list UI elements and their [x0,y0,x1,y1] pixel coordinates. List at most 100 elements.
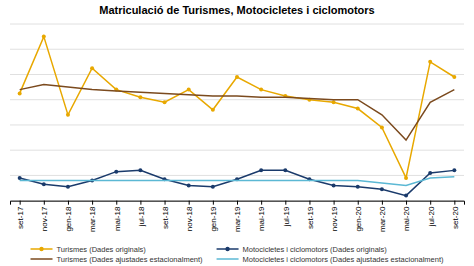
x-tick-mark [92,201,93,205]
x-tick-mark [237,201,238,205]
x-axis-line [11,201,465,205]
x-tick: set-18 [161,201,170,229]
x-tick-label: mai-19 [257,206,266,231]
x-tick: set-17 [16,201,25,229]
x-tick-label: gen-19 [209,206,218,231]
data-point [428,60,432,64]
x-tick-mark [68,201,69,205]
x-tick-label: gen-20 [354,206,363,231]
x-tick-mark [430,201,431,205]
x-tick-label: gen-18 [64,206,73,231]
x-tick-mark [44,201,45,205]
data-point [66,113,70,117]
legend-swatch [217,258,239,260]
data-point [211,185,215,189]
x-tick: gen-18 [64,201,73,232]
legend-marker [225,247,229,251]
x-tick-label: set-20 [451,206,460,229]
data-point [356,107,360,111]
data-point [356,185,360,189]
data-point [163,100,167,104]
legend-label: Turismes (Dades originals) [57,245,147,254]
legend-marker [39,247,43,251]
data-point [452,168,456,172]
legend-swatch [31,258,53,260]
data-point [138,168,142,172]
x-tick: jul-19 [282,201,291,228]
x-tick: mai-18 [113,201,122,231]
data-point [187,184,191,188]
x-tick: nov-17 [40,201,49,231]
legend-item: Motocicletes i ciclomotors (Dades origin… [217,245,388,254]
x-tick-label: mar-19 [233,206,242,232]
x-tick-mark [189,201,190,205]
grid-line [10,150,464,151]
x-tick-mark [140,201,141,205]
legend-label: Motocicletes i ciclomotors (Dades ajusta… [243,255,444,264]
series-group [18,35,457,198]
x-tick-label: jul-20 [426,206,435,227]
data-point [259,168,263,172]
title: Matriculació de Turismes, Motocicletes i… [99,4,374,16]
series-line [20,177,455,186]
legend-item: Turismes (Dades originals) [31,245,147,254]
x-tick-label: set-17 [16,206,25,229]
data-point [235,75,239,79]
x-tick-label: set-19 [306,206,315,229]
data-point [90,66,94,70]
x-tick: nov-19 [330,201,339,231]
grid-line [10,24,464,25]
grid-line [10,99,464,100]
x-tick-mark [358,201,359,205]
data-point [18,176,22,180]
x-tick-label: mai-18 [113,206,122,231]
grid-line [10,124,464,125]
x-tick: mai-20 [402,201,411,231]
x-tick-mark [165,201,166,205]
x-tick-label: nov-18 [185,206,194,231]
data-point [114,170,118,174]
series-markers [18,168,457,197]
x-tick: mar-19 [233,201,242,232]
legend-label: Turismes (Dades ajustades estacionalment… [57,255,204,264]
x-tick: mai-19 [257,201,266,231]
x-tick-label: nov-19 [330,206,339,231]
data-point [187,88,191,92]
data-point [404,194,408,198]
series-line [20,170,455,195]
series-markers [18,35,457,180]
x-axis: set-17 nov-17 gen-18 mar-18 mai-18 jul-18 set-… [11,201,465,232]
x-tick: jul-18 [137,201,146,228]
legend-item: Turismes (Dades ajustades estacionalment… [31,255,204,264]
x-tick-mark [454,201,455,205]
grid [10,24,464,201]
x-tick: gen-19 [209,201,218,232]
data-point [380,187,384,191]
x-tick-label: mar-18 [88,206,97,232]
data-point [452,75,456,79]
series-line [20,37,455,178]
x-tick-label: jul-19 [282,206,291,227]
data-point [332,100,336,104]
x-tick-mark [309,201,310,205]
x-tick-mark [213,201,214,205]
y-axis [10,25,11,202]
x-tick-label: nov-17 [40,206,49,231]
data-point [18,91,22,95]
x-tick-mark [406,201,407,205]
x-tick-label: jul-18 [137,206,146,227]
grid-line [10,49,464,50]
x-tick: gen-20 [354,201,363,232]
data-point [211,108,215,112]
data-point [428,171,432,175]
legend-item: Motocicletes i ciclomotors (Dades ajusta… [217,255,444,264]
data-point [404,176,408,180]
x-tick-mark [116,201,117,205]
x-tick-mark [285,201,286,205]
x-tick-label: mai-20 [402,206,411,231]
data-point [283,168,287,172]
data-point [332,184,336,188]
x-tick-mark [334,201,335,205]
x-tick: mar-18 [88,201,97,232]
data-point [138,95,142,99]
